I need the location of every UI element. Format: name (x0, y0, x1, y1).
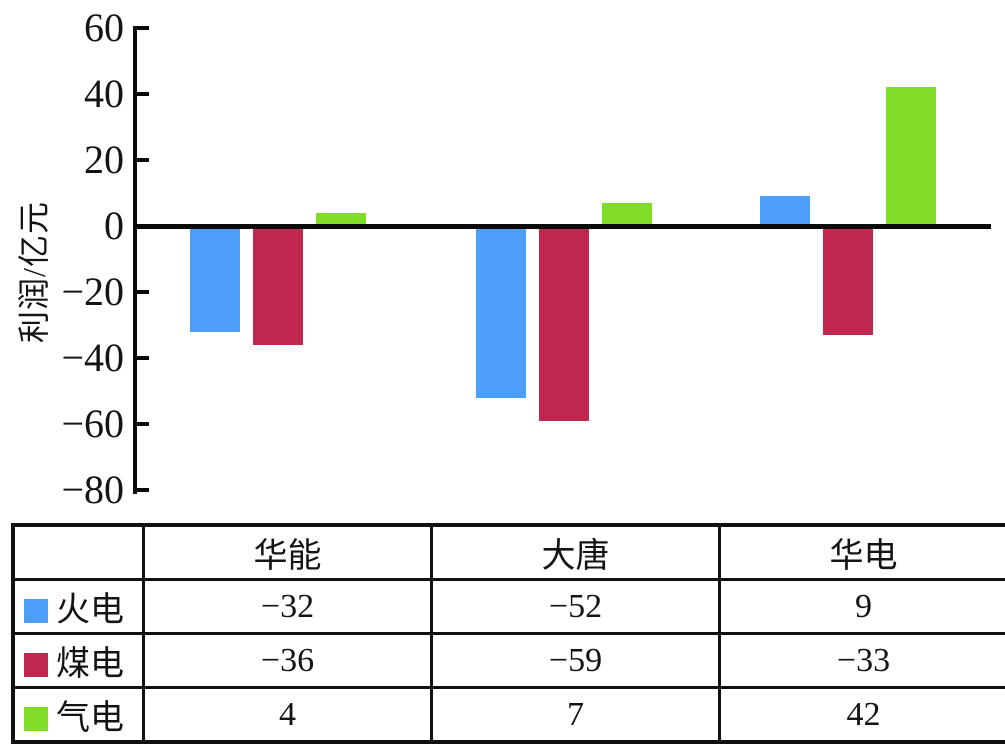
y-tick-label-0: 0 (104, 203, 124, 248)
value-cell-煤电-华能: −36 (142, 632, 433, 689)
series-label: 气电 (56, 700, 124, 737)
bar-煤电-大唐 (539, 226, 589, 421)
series-label-cell: 气电 (11, 686, 145, 744)
y-tick--20 (137, 290, 149, 294)
data-table: 华能 大唐 华电 火电 −32 −52 9 煤电 −36 −59 −33 气电 4 7 42 (11, 523, 1005, 744)
value-cell-火电-大唐: −52 (430, 578, 721, 635)
y-tick-label-20: 20 (84, 137, 124, 182)
bar-火电-华电 (760, 196, 810, 226)
table-row-火电: 火电 −32 −52 9 (11, 578, 1005, 635)
value-cell-火电-华电: 9 (718, 578, 1005, 635)
table-row-煤电: 煤电 −36 −59 −33 (11, 632, 1005, 689)
y-tick--60 (137, 422, 149, 426)
bar-气电-华电 (886, 87, 936, 226)
zero-axis-line (133, 224, 991, 229)
value-cell-气电-华电: 42 (718, 686, 1005, 744)
data-table-head: 华能 大唐 华电 (11, 523, 1005, 581)
profit-bar-chart: 利润/亿元 60 40 20 0 −20 −40 −60 −80 (16, 5, 991, 512)
legend-swatch-icon (24, 653, 48, 677)
data-table-body: 火电 −32 −52 9 煤电 −36 −59 −33 气电 4 7 42 (11, 578, 1005, 744)
y-tick-60 (137, 26, 149, 30)
legend-swatch-icon (24, 599, 48, 623)
bar-气电-大唐 (602, 202, 652, 226)
value-cell-煤电-大唐: −59 (430, 632, 721, 689)
y-tick-label--80: −80 (61, 467, 124, 512)
series-label: 煤电 (56, 646, 124, 683)
y-tick-label--60: −60 (61, 401, 124, 446)
legend-swatch-icon (24, 707, 48, 731)
y-tick-label-40: 40 (84, 71, 124, 116)
table-corner-cell (11, 523, 145, 581)
series-label-cell: 火电 (11, 578, 145, 635)
bar-火电-华能 (190, 226, 240, 332)
value-cell-火电-华能: −32 (142, 578, 433, 635)
y-tick-label-60: 60 (84, 5, 124, 50)
value-cell-煤电-华电: −33 (718, 632, 1005, 689)
y-tick-label--20: −20 (61, 269, 124, 314)
bar-煤电-华能 (253, 226, 303, 345)
table-header-row: 华能 大唐 华电 (11, 523, 1005, 581)
table-header-华能: 华能 (142, 523, 433, 581)
y-tick-20 (137, 158, 149, 162)
y-tick-40 (137, 92, 149, 96)
table-header-华电: 华电 (718, 523, 1005, 581)
y-axis-line (133, 26, 137, 494)
y-tick--80 (137, 488, 149, 492)
bar-煤电-华电 (823, 226, 873, 335)
y-tick-label--40: −40 (61, 335, 124, 380)
value-cell-气电-大唐: 7 (430, 686, 721, 744)
series-label-cell: 煤电 (11, 632, 145, 689)
bar-火电-大唐 (476, 226, 526, 398)
table-header-大唐: 大唐 (430, 523, 721, 581)
table-row-气电: 气电 4 7 42 (11, 686, 1005, 744)
series-label: 火电 (56, 592, 124, 629)
y-tick--40 (137, 356, 149, 360)
value-cell-气电-华能: 4 (142, 686, 433, 744)
bar-气电-华能 (316, 212, 366, 226)
